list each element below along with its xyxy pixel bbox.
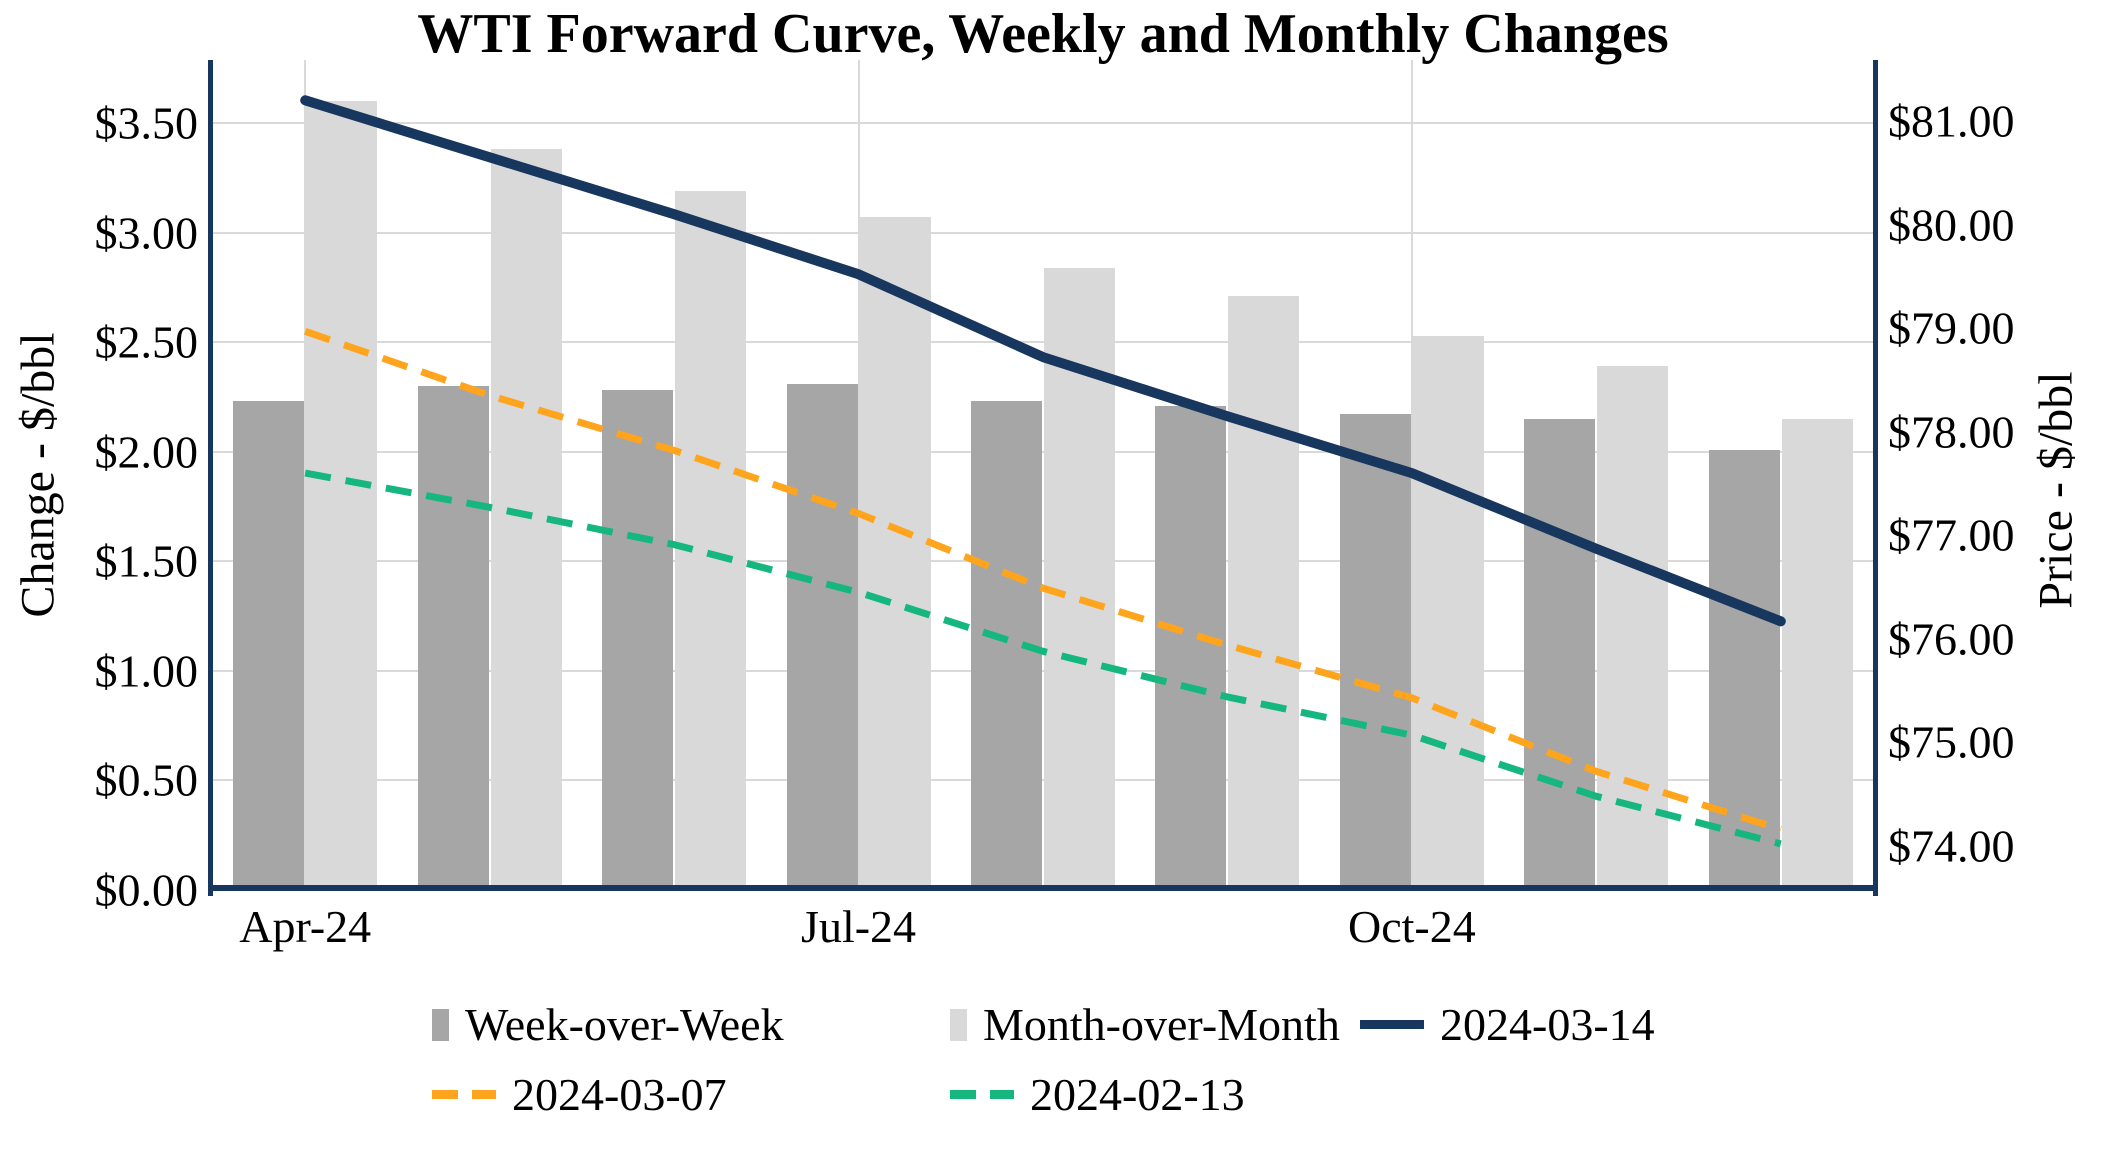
y-left-tick-label: $1.00	[94, 645, 199, 697]
gridline-horizontal	[213, 341, 1873, 344]
y-left-tick-label: $2.00	[94, 426, 199, 478]
bar-week-over-week	[1708, 449, 1780, 890]
left-axis-title: Change - $/bbl	[11, 332, 65, 618]
legend-item-2024-02-13: 2024-02-13	[950, 1068, 1245, 1121]
bar-week-over-week	[1524, 418, 1596, 890]
plot-area	[213, 60, 1873, 890]
bar-month-over-month	[1412, 335, 1484, 890]
y-left-tick-label: $3.00	[94, 207, 199, 259]
bar-week-over-week	[971, 401, 1042, 890]
legend-marker-week-over-week	[432, 1008, 449, 1041]
bar-week-over-week	[1339, 414, 1411, 890]
bar-week-over-week	[417, 385, 489, 890]
legend-label-2024-03-07: 2024-03-07	[512, 1069, 727, 1120]
x-axis-tick-label: Apr-24	[239, 901, 372, 952]
bar-month-over-month	[1228, 296, 1300, 890]
bar-week-over-week	[786, 383, 858, 890]
legend-marker-2024-03-07	[432, 1090, 496, 1099]
y-right-tick-label: $75.00	[1888, 716, 2015, 768]
legend-label-week-over-week: Week-over-Week	[465, 999, 784, 1050]
bar-week-over-week	[602, 390, 674, 890]
legend-marker-2024-02-13	[950, 1090, 1014, 1099]
bar-month-over-month	[490, 149, 562, 890]
legend-label-2024-03-14: 2024-03-14	[1440, 999, 1655, 1050]
legend-item-2024-03-14: 2024-03-14	[1360, 998, 1655, 1051]
right-axis-title: Price - $/bbl	[2029, 371, 2083, 609]
x-axis-tick-label: Oct-24	[1348, 901, 1476, 952]
bar-week-over-week	[233, 401, 305, 890]
y-left-tick-label: $0.50	[94, 754, 199, 806]
legend-item-month-over-month: Month-over-Month	[950, 998, 1340, 1051]
legend-marker-month-over-month	[950, 1008, 967, 1041]
left-axis-line	[208, 60, 213, 896]
y-left-tick-label: $3.50	[94, 97, 199, 149]
y-right-tick-label: $81.00	[1888, 95, 2015, 147]
legend-label-2024-02-13: 2024-02-13	[1030, 1069, 1245, 1120]
y-right-tick-label: $74.00	[1888, 820, 2015, 872]
chart-title: WTI Forward Curve, Weekly and Monthly Ch…	[417, 3, 1669, 65]
legend-label-month-over-month: Month-over-Month	[983, 999, 1340, 1050]
bar-month-over-month	[1044, 267, 1115, 890]
y-right-tick-label: $77.00	[1888, 509, 2015, 561]
bar-month-over-month	[306, 101, 378, 890]
bar-month-over-month	[859, 217, 931, 890]
y-left-tick-label: $0.00	[94, 864, 199, 916]
bar-month-over-month	[675, 190, 747, 890]
y-right-tick-label: $79.00	[1888, 302, 2015, 354]
bar-month-over-month	[1597, 366, 1669, 890]
gridline-horizontal	[213, 122, 1873, 124]
x-axis-tick-label: Jul-24	[801, 901, 917, 952]
y-right-tick-label: $80.00	[1888, 199, 2015, 251]
bar-week-over-week	[1155, 405, 1227, 890]
right-axis-line	[1873, 60, 1878, 896]
legend-item-2024-03-07: 2024-03-07	[432, 1068, 727, 1121]
legend-marker-2024-03-14	[1360, 1020, 1424, 1029]
y-left-tick-label: $2.50	[94, 316, 199, 368]
bar-month-over-month	[1781, 418, 1853, 890]
y-right-tick-label: $76.00	[1888, 613, 2015, 665]
legend-item-week-over-week: Week-over-Week	[432, 998, 784, 1051]
gridline-horizontal	[213, 231, 1873, 234]
y-right-tick-label: $78.00	[1888, 406, 2015, 458]
x-axis-line	[208, 885, 1878, 891]
y-left-tick-label: $1.50	[94, 535, 199, 587]
